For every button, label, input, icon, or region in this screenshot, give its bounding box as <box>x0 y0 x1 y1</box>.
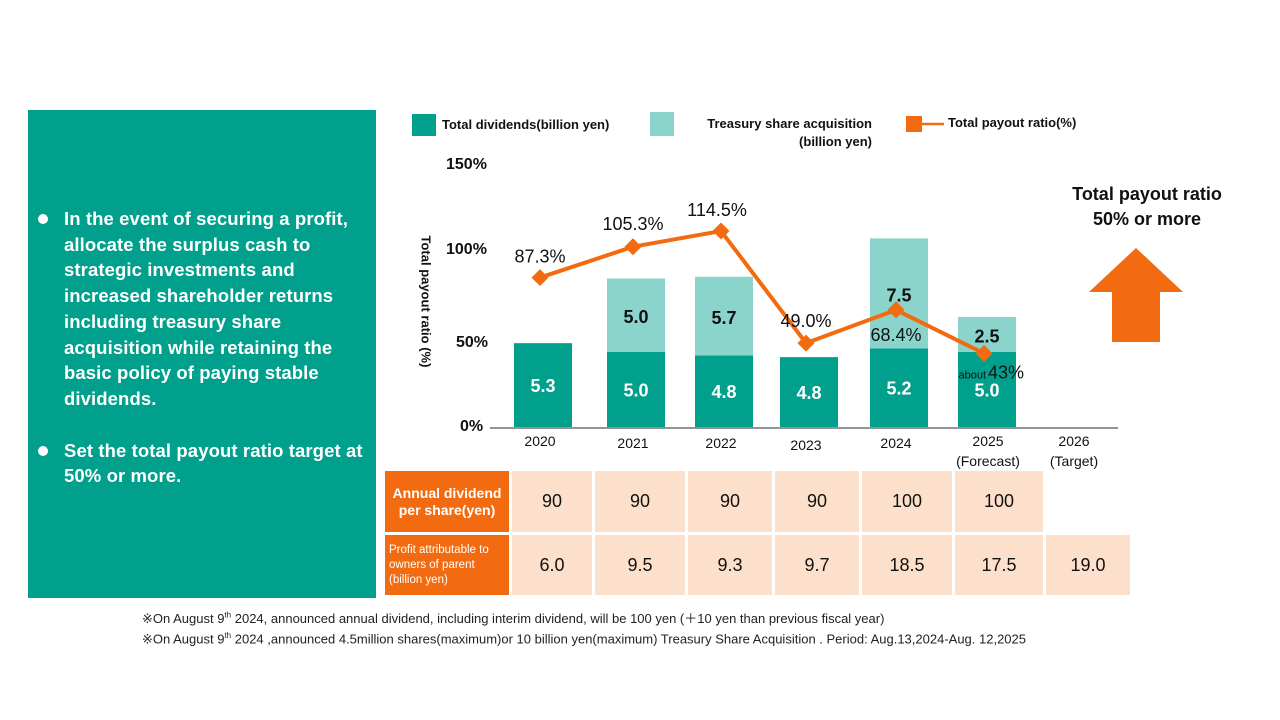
target-line1: Total payout ratio <box>1072 184 1222 204</box>
payout-point <box>712 222 730 240</box>
x-tick-label: 2025 <box>972 433 1003 449</box>
footnote-prefix: ※On August 9 <box>142 631 225 647</box>
y-tick-0: 0% <box>460 418 484 435</box>
table-row: Annual dividend per share(yen) 90 90 90 … <box>385 471 1130 532</box>
footnote-prefix: ※On August 9 <box>142 611 225 626</box>
payout-chart: 5.3 2020 5.0 5.0 2021 4.8 5.7 2022 4.8 2023 5.2 7.5… <box>490 200 1118 469</box>
policy-bullet: In the event of securing a profit, alloc… <box>36 206 372 412</box>
bar-dividends <box>958 351 1016 427</box>
x-tick-label: 2021 <box>617 435 648 451</box>
payout-label: 87.3% <box>514 247 565 267</box>
legend-treasury-label: Treasury share acquisition (billion yen) <box>686 115 872 151</box>
table-cell: 18.5 <box>862 535 952 595</box>
y-tick-150: 150% <box>446 156 487 173</box>
payout-point <box>887 301 905 319</box>
table-cell: 90 <box>688 471 772 532</box>
bar-treasury <box>870 238 928 349</box>
payout-label: 43% <box>988 362 1024 382</box>
x-tick-sublabel: (Forecast) <box>956 453 1020 469</box>
bullet-dot-icon <box>38 445 48 456</box>
table-cell: 100 <box>955 471 1043 532</box>
target-line2: 50% or more <box>1092 209 1202 229</box>
x-tick-sublabel: (Target) <box>1050 453 1098 469</box>
payout-label: 49.0% <box>780 311 831 331</box>
legend-payout-label: Total payout ratio(%) <box>948 115 1077 130</box>
table-cell: 9.7 <box>775 535 859 595</box>
x-tick-label: 2026 <box>1058 433 1089 449</box>
footnote-sup: th <box>224 631 232 640</box>
policy-bullet-text: Set the total payout ratio target at 50%… <box>64 439 363 487</box>
bullet-dot-icon <box>38 214 48 224</box>
policy-bullet: Set the total payout ratio target at 50%… <box>36 438 372 489</box>
payout-point <box>975 344 993 362</box>
legend-treasury-line2: (billion yen) <box>799 134 872 149</box>
bar-dividends-label: 5.0 <box>623 380 648 400</box>
bar-dividends-label: 4.8 <box>796 383 821 403</box>
bar-treasury <box>607 278 665 352</box>
payout-label: 68.4% <box>870 325 921 345</box>
table-cell-empty <box>1046 471 1130 532</box>
y-tick-100: 100% <box>446 241 487 258</box>
table-row: Profit attributable to owners of parent … <box>385 535 1130 595</box>
table-cell: 90 <box>512 471 592 532</box>
legend-dividends-label: Total dividends(billion yen) <box>442 117 610 132</box>
x-tick-label: 2022 <box>705 435 736 451</box>
x-tick-label: 2024 <box>880 435 911 451</box>
bar-dividends-label: 4.8 <box>711 382 736 402</box>
bar-dividends-label: 5.0 <box>974 380 999 400</box>
policy-bullets: In the event of securing a profit, alloc… <box>36 206 372 515</box>
legend-treasury-swatch <box>650 112 674 136</box>
footnote-sup: th <box>224 610 232 620</box>
payout-point <box>797 334 815 352</box>
bar-dividends <box>695 355 753 427</box>
bar-treasury-label: 2.5 <box>974 326 999 346</box>
table-cell: 19.0 <box>1046 535 1130 595</box>
bar-treasury-label: 5.0 <box>623 307 648 327</box>
payout-point <box>531 269 549 287</box>
bar-dividends <box>514 343 572 427</box>
footnote-2: ※On August 9th 2024 ,announced 4.5millio… <box>142 631 1026 647</box>
bar-dividends <box>607 351 665 427</box>
table-cell: 90 <box>775 471 859 532</box>
bar-dividends <box>780 357 838 427</box>
table-cell: 17.5 <box>955 535 1043 595</box>
bar-treasury-label: 5.7 <box>711 308 736 328</box>
bar-dividends-label: 5.3 <box>530 376 555 396</box>
y-tick-50: 50% <box>456 334 489 351</box>
table-cell: 9.5 <box>595 535 685 595</box>
payout-label: 105.3% <box>602 214 663 234</box>
bar-treasury-label: 7.5 <box>886 285 911 305</box>
target-annotation: Total payout ratio 50% or more <box>1058 182 1236 232</box>
footnote-1: ※On August 9th 2024, announced annual di… <box>142 608 884 627</box>
dividend-table: Annual dividend per share(yen) 90 90 90 … <box>382 468 1133 598</box>
bar-treasury <box>695 276 753 356</box>
payout-label: 114.5% <box>687 200 747 220</box>
x-tick-label: 2023 <box>790 437 821 453</box>
x-tick-label: 2020 <box>524 433 555 449</box>
payout-line <box>539 228 985 356</box>
policy-bullet-text: In the event of securing a profit, alloc… <box>64 208 349 409</box>
table-cell: 6.0 <box>512 535 592 595</box>
payout-point <box>624 238 642 256</box>
row-header-profit: Profit attributable to owners of parent … <box>385 535 509 595</box>
legend-payout-swatch-icon <box>906 116 944 132</box>
bar-dividends <box>870 348 928 427</box>
policy-panel: In the event of securing a profit, alloc… <box>28 110 376 598</box>
payout-label-prefix: about <box>958 369 986 381</box>
footnote-text: 2024, announced annual dividend, includi… <box>231 611 885 626</box>
footnote-text: 2024 ,announced 4.5million shares(maximu… <box>231 631 1026 647</box>
up-arrow-icon <box>1089 248 1183 342</box>
table-cell: 100 <box>862 471 952 532</box>
table-cell: 9.3 <box>688 535 772 595</box>
row-header-dividend: Annual dividend per share(yen) <box>385 471 509 532</box>
bar-dividends-label: 5.2 <box>886 379 911 399</box>
legend-dividends-swatch <box>412 114 436 136</box>
legend-treasury-line1: Treasury share acquisition <box>707 116 872 131</box>
table-cell: 90 <box>595 471 685 532</box>
